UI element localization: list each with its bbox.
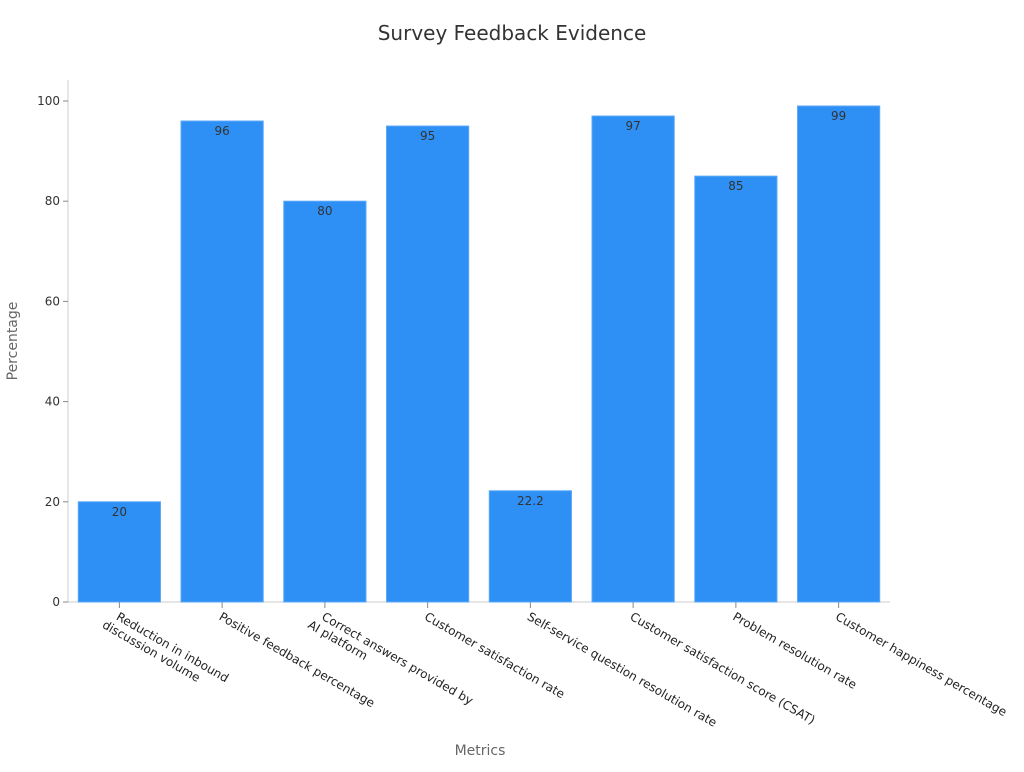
y-tick-label: 80 (45, 194, 60, 208)
y-axis-label: Percentage (5, 302, 21, 381)
y-tick-label: 60 (45, 294, 60, 308)
bar (797, 105, 881, 603)
data-label: 22.2 (517, 494, 544, 508)
y-tick-label: 0 (52, 595, 60, 609)
y-tick-label: 20 (45, 495, 60, 509)
data-label: 20 (112, 505, 127, 519)
x-tick-label: Self-service question resolution rate (525, 609, 719, 729)
bar (283, 200, 367, 603)
bar (386, 125, 470, 603)
bar (77, 501, 161, 603)
data-label: 97 (625, 119, 640, 133)
x-tick-label-line: Customer satisfaction score (CSAT) (628, 609, 818, 727)
data-label: 95 (420, 129, 435, 143)
x-tick-label-line: Customer happiness percentage (833, 609, 1009, 719)
y-tick-label: 100 (37, 94, 60, 108)
bar (694, 175, 778, 603)
data-label: 80 (317, 204, 332, 218)
bar (591, 115, 675, 603)
x-tick-label: Customer satisfaction score (CSAT) (628, 609, 818, 727)
bar (180, 120, 264, 603)
x-tick-label: Customer happiness percentage (833, 609, 1009, 719)
data-label: 85 (728, 179, 743, 193)
bar (488, 490, 572, 603)
x-axis-label: Metrics (455, 743, 506, 759)
x-tick-label-line: Self-service question resolution rate (525, 609, 719, 729)
data-label: 99 (831, 109, 846, 123)
data-label: 96 (214, 124, 229, 138)
chart-title: Survey Feedback Evidence (378, 21, 647, 45)
x-tick-label: Reduction in inbounddiscussion volume (100, 605, 231, 697)
y-tick-label: 40 (45, 395, 60, 409)
